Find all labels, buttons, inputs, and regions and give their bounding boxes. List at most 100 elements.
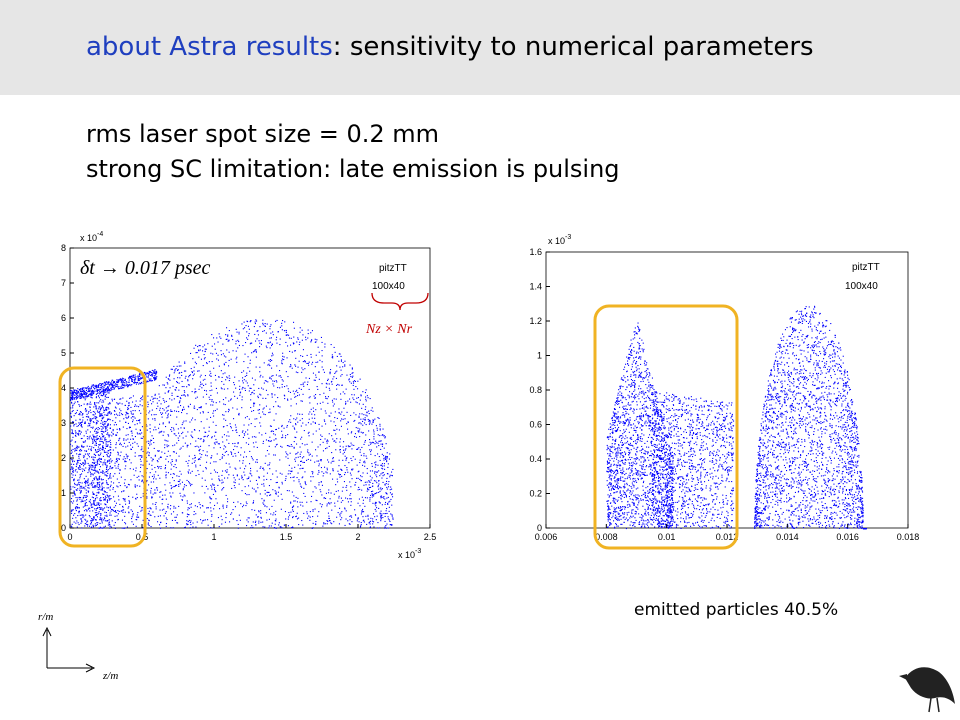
scatter-point — [227, 477, 229, 479]
scatter-point — [82, 446, 84, 448]
scatter-point — [384, 484, 386, 486]
scatter-point — [336, 365, 338, 367]
scatter-point — [173, 466, 175, 468]
scatter-point — [247, 517, 249, 519]
scatter-point — [163, 508, 165, 510]
scatter-point — [376, 476, 378, 478]
slide-header — [0, 0, 960, 95]
scatter-point — [165, 477, 167, 479]
scatter-point — [340, 398, 342, 400]
scatter-point — [222, 399, 224, 401]
scatter-point — [179, 470, 181, 472]
scatter-point — [79, 485, 81, 487]
scatter-point — [377, 434, 379, 436]
scatter-point — [806, 405, 808, 407]
scatter-point — [131, 380, 133, 382]
scatter-point — [106, 506, 108, 508]
scatter-point — [248, 328, 250, 330]
scatter-point — [307, 333, 309, 335]
scatter-point — [780, 412, 782, 414]
scatter-point — [170, 468, 172, 470]
scatter-point — [357, 477, 359, 479]
scatter-point — [81, 463, 83, 465]
scatter-point — [103, 382, 105, 384]
scatter-point — [780, 445, 782, 447]
scatter-point — [322, 401, 324, 403]
scatter-point — [227, 335, 229, 337]
scatter-point — [76, 503, 78, 505]
scatter-point — [75, 469, 77, 471]
scatter-point — [339, 476, 341, 478]
scatter-point — [304, 471, 306, 473]
scatter-point — [78, 457, 80, 459]
scatter-point — [130, 412, 132, 414]
scatter-point — [87, 415, 89, 417]
scatter-point — [130, 397, 132, 399]
scatter-point — [335, 377, 337, 379]
scatter-point — [95, 495, 97, 497]
scatter-point — [98, 478, 100, 480]
scatter-point — [391, 474, 393, 476]
scatter-point — [351, 521, 353, 523]
scatter-point — [270, 337, 272, 339]
scatter-point — [187, 444, 189, 446]
scatter-point — [326, 440, 328, 442]
scatter-point — [158, 450, 160, 452]
scatter-point — [81, 521, 83, 523]
scatter-point — [148, 476, 150, 478]
scatter-point — [155, 502, 157, 504]
scatter-point — [114, 462, 116, 464]
scatter-point — [114, 386, 116, 388]
scatter-point — [96, 471, 98, 473]
scatter-point — [307, 451, 309, 453]
scatter-point — [239, 394, 241, 396]
scatter-point — [134, 380, 136, 382]
scatter-point — [370, 453, 372, 455]
scatter-point — [298, 387, 300, 389]
scatter-point — [165, 517, 167, 519]
scatter-point — [347, 421, 349, 423]
scatter-point — [127, 445, 129, 447]
scatter-point — [176, 484, 178, 486]
scatter-point — [301, 371, 303, 373]
scatter-point — [220, 350, 222, 352]
scatter-point — [72, 398, 74, 400]
scatter-point — [350, 414, 352, 416]
scatter-point — [113, 388, 115, 390]
scatter-point — [265, 439, 267, 441]
scatter-point — [292, 526, 294, 528]
scatter-point — [386, 508, 388, 510]
scatter-point — [183, 394, 185, 396]
scatter-point — [381, 434, 383, 436]
scatter-point — [151, 464, 153, 466]
scatter-point — [108, 519, 110, 521]
scatter-point — [107, 450, 109, 452]
scatter-point — [391, 515, 393, 517]
scatter-point — [380, 473, 382, 475]
scatter-point — [164, 484, 166, 486]
scatter-point — [131, 381, 133, 383]
scatter-point — [233, 382, 235, 384]
scatter-point — [105, 445, 107, 447]
scatter-point — [781, 404, 783, 406]
scatter-point — [170, 505, 172, 507]
scatter-point — [856, 487, 858, 489]
scatter-point — [325, 448, 327, 450]
scatter-point — [135, 525, 137, 527]
scatter-point — [104, 410, 106, 412]
scatter-point — [250, 394, 252, 396]
scatter-point — [818, 508, 820, 510]
scatter-point — [281, 498, 283, 500]
scatter-point — [175, 435, 177, 437]
scatter-point — [204, 389, 206, 391]
scatter-point — [147, 373, 149, 375]
scatter-point — [107, 390, 109, 392]
scatter-point — [173, 372, 175, 374]
scatter-point — [284, 321, 286, 323]
scatter-point — [382, 472, 384, 474]
scatter-point — [112, 488, 114, 490]
scatter-point — [340, 355, 342, 357]
scatter-point — [368, 484, 370, 486]
scatter-point — [211, 514, 213, 516]
scatter-point — [142, 395, 144, 397]
